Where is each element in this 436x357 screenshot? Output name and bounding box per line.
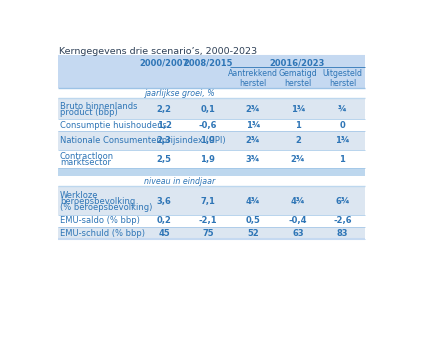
- Text: Gematigd
herstel: Gematigd herstel: [279, 69, 317, 88]
- Text: Consumptie huishoudens: Consumptie huishoudens: [60, 121, 167, 130]
- Bar: [58, 101, 364, 119]
- Text: 83: 83: [337, 228, 348, 237]
- Bar: [58, 56, 364, 88]
- Text: Werkloze: Werkloze: [60, 191, 99, 200]
- Text: niveau in eindjaar: niveau in eindjaar: [144, 177, 216, 186]
- Text: (% beroepsbevolking): (% beroepsbevolking): [60, 203, 152, 212]
- Text: 1: 1: [295, 121, 301, 130]
- Text: Aantrekkend
herstel: Aantrekkend herstel: [228, 69, 278, 88]
- Text: 2,5: 2,5: [157, 155, 172, 164]
- Text: 2¾: 2¾: [245, 136, 260, 145]
- Text: 4¾: 4¾: [245, 197, 260, 206]
- Text: Contractloon: Contractloon: [60, 151, 114, 161]
- Text: 1¾: 1¾: [290, 105, 305, 114]
- Text: 1,9: 1,9: [201, 155, 215, 164]
- Text: 2: 2: [295, 136, 301, 145]
- Bar: [58, 188, 364, 215]
- Text: 1,9: 1,9: [201, 136, 215, 145]
- Text: 45: 45: [158, 228, 170, 237]
- Bar: [58, 150, 364, 169]
- Text: product (bbp): product (bbp): [60, 109, 118, 117]
- Text: Uitgesteld
herstel: Uitgesteld herstel: [322, 69, 362, 88]
- Bar: [58, 169, 364, 176]
- Text: 52: 52: [247, 228, 259, 237]
- Text: 75: 75: [202, 228, 214, 237]
- Text: ¾: ¾: [338, 105, 347, 114]
- Text: -0,6: -0,6: [199, 121, 217, 130]
- Text: 0,5: 0,5: [245, 216, 260, 225]
- Text: jaarlijkse groei, %: jaarlijkse groei, %: [144, 89, 215, 98]
- Text: 2¾: 2¾: [290, 155, 305, 164]
- Bar: [58, 186, 364, 188]
- Text: 3¾: 3¾: [245, 155, 260, 164]
- Text: 6¾: 6¾: [335, 197, 350, 206]
- Text: 0,1: 0,1: [201, 105, 215, 114]
- Text: 2,3: 2,3: [157, 136, 172, 145]
- Text: 2,2: 2,2: [157, 105, 172, 114]
- Bar: [58, 215, 364, 227]
- Text: 20016/2023: 20016/2023: [270, 58, 325, 67]
- Bar: [58, 98, 364, 101]
- Text: 4¾: 4¾: [290, 197, 305, 206]
- Text: 3,6: 3,6: [157, 197, 172, 206]
- Bar: [58, 119, 364, 131]
- Text: 7,1: 7,1: [201, 197, 215, 206]
- Text: 2008/2015: 2008/2015: [183, 58, 233, 67]
- Text: 1¾: 1¾: [335, 136, 350, 145]
- Text: Nationale Consumentenprijsindex (CPI): Nationale Consumentenprijsindex (CPI): [60, 136, 225, 145]
- Text: 1¾: 1¾: [245, 121, 260, 130]
- Text: 0: 0: [340, 121, 345, 130]
- Text: 1,2: 1,2: [157, 121, 172, 130]
- Bar: [58, 176, 364, 186]
- Text: -0,4: -0,4: [289, 216, 307, 225]
- Text: EMU-saldo (% bbp): EMU-saldo (% bbp): [60, 216, 140, 225]
- Text: -2,6: -2,6: [333, 216, 352, 225]
- Text: 63: 63: [292, 228, 303, 237]
- Text: 0,2: 0,2: [157, 216, 172, 225]
- Bar: [58, 88, 364, 98]
- Bar: [58, 131, 364, 150]
- Text: Kerngegevens drie scenario’s, 2000-2023: Kerngegevens drie scenario’s, 2000-2023: [59, 47, 257, 56]
- Text: marktsector: marktsector: [60, 158, 111, 167]
- Text: -2,1: -2,1: [199, 216, 217, 225]
- Text: beroepsbevolking: beroepsbevolking: [60, 197, 135, 206]
- Text: 2000/2007: 2000/2007: [140, 58, 189, 67]
- Text: 2¾: 2¾: [245, 105, 260, 114]
- Text: EMU-schuld (% bbp): EMU-schuld (% bbp): [60, 228, 145, 237]
- Text: 1: 1: [340, 155, 345, 164]
- Text: Bruto binnenlands: Bruto binnenlands: [60, 102, 137, 111]
- Bar: [58, 227, 364, 239]
